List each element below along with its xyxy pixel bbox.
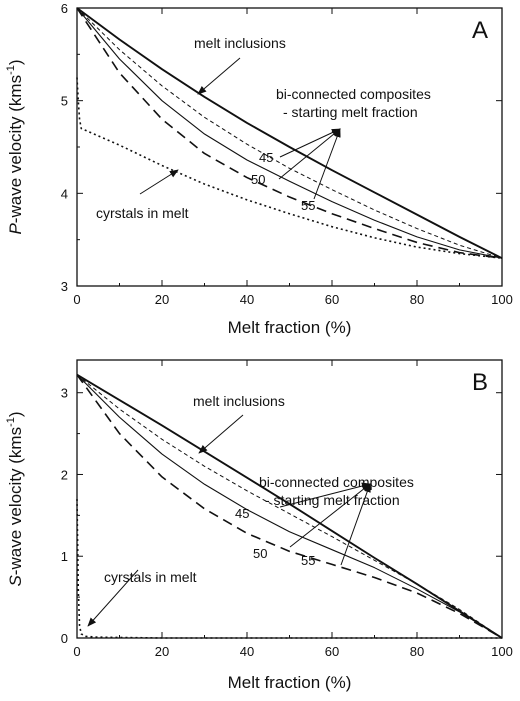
curve-label-45: 45 [259, 150, 273, 165]
annotation-bi-connected: bi-connected composites [259, 474, 414, 490]
y-axis-label-close: ) [6, 59, 25, 65]
x-tick-label: 100 [491, 292, 513, 307]
x-tick-label: 0 [73, 292, 80, 307]
y-tick-label: 3 [61, 386, 68, 401]
series-line-s50 [76, 374, 503, 639]
annotation-crystals-in-melt: cyrstals in melt [104, 569, 197, 585]
y-tick-label: 1 [61, 549, 68, 564]
x-axis-label: Melt fraction (%) [228, 318, 352, 337]
curve-label-45: 45 [235, 506, 249, 521]
series-line-s45 [76, 7, 503, 259]
y-axis-label-italic: S [6, 575, 25, 587]
curve-label-55: 55 [301, 198, 315, 213]
annotation-melt-inclusions: melt inclusions [193, 393, 285, 409]
annotation-arrow [289, 483, 371, 548]
series-line-crystals-in-melt [76, 77, 503, 259]
x-tick-label: 80 [410, 292, 424, 307]
y-axis-label-italic: P [6, 223, 25, 235]
y-tick-label: 2 [61, 467, 68, 482]
series-line-s55 [76, 7, 503, 259]
y-axis-label-superscript: -1 [5, 417, 17, 427]
x-tick-label: 100 [491, 644, 513, 659]
y-tick-label: 5 [61, 94, 68, 109]
x-tick-label: 20 [155, 292, 169, 307]
x-tick-label: 60 [325, 644, 339, 659]
annotation-arrow [279, 128, 341, 158]
annotation-arrow [278, 128, 341, 180]
annotation-bi-connected: bi-connected composites [276, 86, 431, 102]
annotation-arrow [340, 483, 371, 566]
series-line-melt-inclusions [76, 7, 503, 260]
x-tick-label: 60 [325, 292, 339, 307]
annotation-crystals-in-melt: cyrstals in melt [96, 205, 189, 221]
panel-label: A [472, 17, 488, 44]
x-tick-label: 40 [240, 644, 254, 659]
series-line-s55 [76, 374, 503, 639]
x-tick-label: 0 [73, 644, 80, 659]
y-axis-label: P-wave velocity (kms-1) [5, 59, 26, 234]
y-tick-label: 0 [61, 631, 68, 646]
y-axis-label: S-wave velocity (kms-1) [5, 411, 26, 586]
y-axis-label-text: -wave velocity (kms [6, 427, 25, 575]
x-tick-label: 80 [410, 644, 424, 659]
y-axis-label-close: ) [6, 411, 25, 417]
panel-b: 0 20 40 60 80 100 0 1 2 3 45 50 55 melt inclusions bi-… [5, 359, 513, 692]
curve-label-50: 50 [251, 172, 265, 187]
annotation-arrow [313, 128, 341, 200]
series-line-s50 [76, 7, 503, 259]
annotation-starting-melt-fraction: - starting melt fraction [283, 104, 418, 120]
x-tick-label: 40 [240, 292, 254, 307]
series-line-s45 [76, 374, 503, 639]
annotation-arrow [197, 57, 241, 95]
curve-label-55: 55 [301, 553, 315, 568]
x-tick-label: 20 [155, 644, 169, 659]
annotation-arrow [139, 169, 179, 195]
annotation-arrow [87, 569, 139, 627]
annotation-arrow [279, 482, 371, 508]
panel-label: B [472, 369, 488, 396]
x-axis-label: Melt fraction (%) [228, 673, 352, 692]
y-axis-label-superscript: -1 [5, 65, 17, 75]
y-tick-label: 3 [61, 279, 68, 294]
curve-label-50: 50 [253, 546, 267, 561]
y-tick-label: 4 [61, 186, 68, 201]
y-axis-label-text: -wave velocity (kms [6, 75, 25, 223]
annotation-melt-inclusions: melt inclusions [194, 35, 286, 51]
annotation-arrow [198, 414, 244, 454]
y-tick-label: 6 [61, 1, 68, 16]
